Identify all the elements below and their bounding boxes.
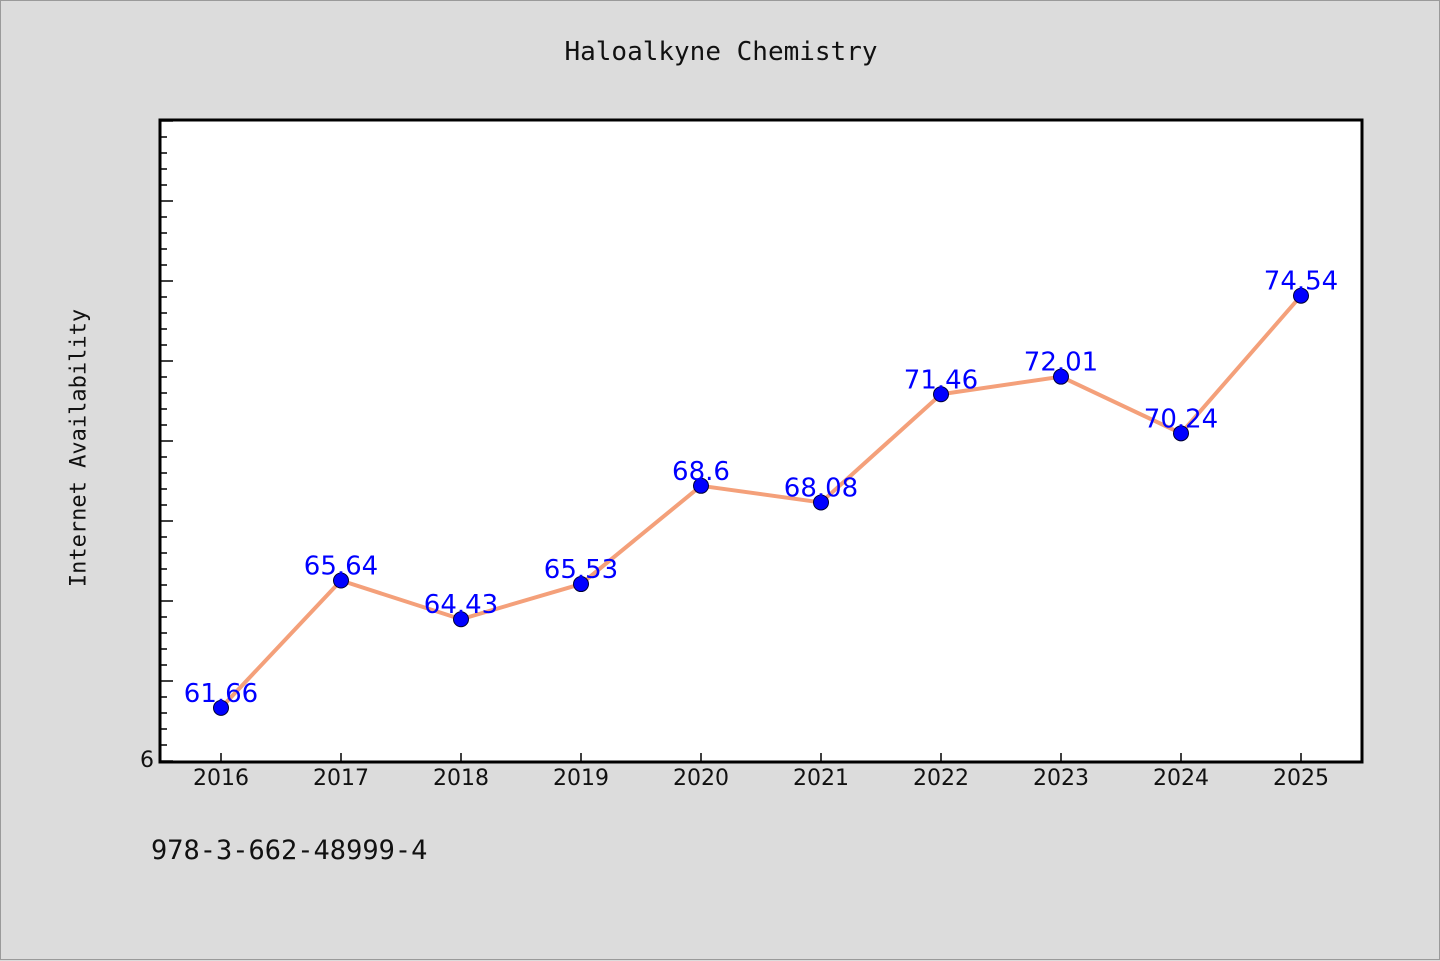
x-tick-label: 2019	[553, 766, 609, 791]
data-point	[333, 572, 349, 589]
x-axis-ticks: 2016 2017 2018 2019 2020 2021 2022 2023 2024 2025	[193, 753, 1329, 791]
series-markers	[213, 287, 1309, 716]
data-point	[213, 699, 229, 716]
data-point	[1173, 425, 1189, 442]
data-point	[933, 386, 949, 403]
data-label: 65.53	[544, 555, 618, 585]
plot-area	[158, 118, 1364, 764]
data-point	[1053, 368, 1069, 385]
series-line	[219, 294, 1303, 710]
x-tick-label: 2017	[313, 766, 369, 791]
x-tick-label: 2023	[1033, 766, 1089, 791]
x-tick-label: 2022	[913, 766, 969, 791]
data-label: 65.64	[304, 552, 378, 582]
x-tick-label: 2025	[1273, 766, 1329, 791]
x-tick-label: 2024	[1153, 766, 1209, 791]
x-tick-label: 2018	[433, 766, 489, 791]
data-point	[573, 576, 589, 593]
y-tick-label: 6	[140, 748, 154, 773]
x-tick-label: 2021	[793, 766, 849, 791]
data-point	[813, 494, 829, 511]
data-label: 68.08	[784, 473, 858, 503]
chart-title: Haloalkyne Chemistry	[564, 37, 878, 67]
footer-code: 978-3-662-48999-4	[151, 835, 428, 866]
x-tick-label: 2016	[193, 766, 249, 791]
data-label: 64.43	[424, 590, 498, 620]
data-labels: 61.66 65.64 64.43 65.53 68.6 68.08 71.46 72.01 7…	[184, 267, 1338, 709]
data-label: 68.6	[672, 457, 730, 487]
data-point	[453, 611, 469, 628]
data-label: 71.46	[904, 365, 978, 395]
data-label: 72.01	[1024, 348, 1098, 378]
data-point	[693, 477, 709, 494]
data-label: 74.54	[1264, 267, 1338, 297]
y-axis-ticks: 6	[140, 120, 173, 773]
data-point	[1293, 287, 1309, 304]
x-tick-label: 2020	[673, 766, 729, 791]
data-label: 61.66	[184, 679, 258, 709]
data-label: 70.24	[1144, 404, 1218, 434]
